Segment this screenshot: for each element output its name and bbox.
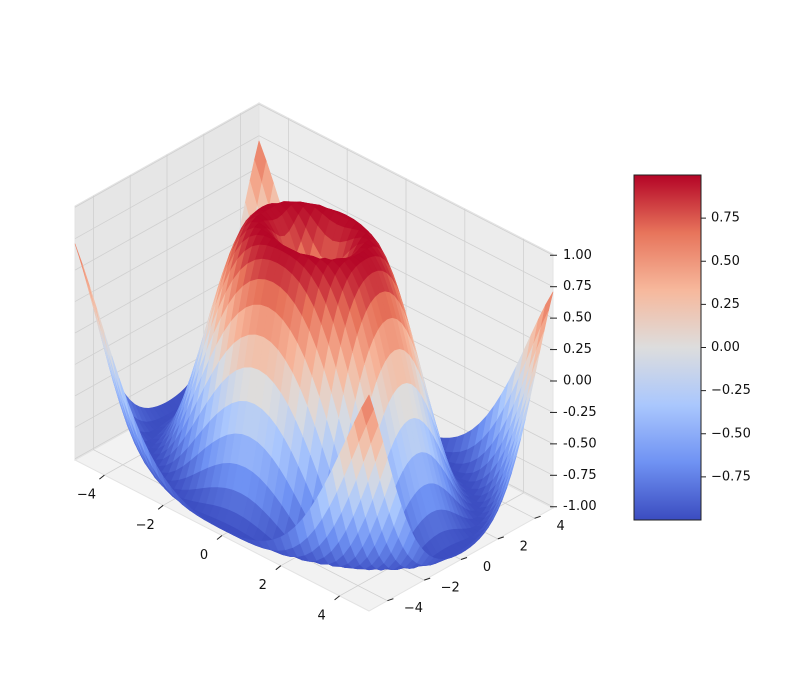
y-tick-mark xyxy=(460,557,468,560)
x-tick-mark xyxy=(99,474,105,480)
colorbar-tick-label: −0.75 xyxy=(711,469,751,484)
z-tick-label: 0.75 xyxy=(563,279,592,294)
z-tick-label: 1.00 xyxy=(563,248,592,263)
colorbar-tick-label: 0.25 xyxy=(711,297,740,312)
grid-line-left-z xyxy=(74,166,260,271)
x-tick-mark xyxy=(216,535,223,540)
x-tick-label: 4 xyxy=(317,608,325,623)
z-tick-label: -0.25 xyxy=(563,405,597,420)
y-tick-label: 0 xyxy=(483,560,491,575)
y-tick-label: 2 xyxy=(520,539,528,554)
x-tick-label: 2 xyxy=(259,578,267,593)
z-tick-label: 0.00 xyxy=(563,374,592,389)
grid-line-left-z xyxy=(74,103,260,208)
colorbar-rect xyxy=(633,174,702,521)
grid-line-left-z xyxy=(74,198,260,302)
y-tick-label: −4 xyxy=(404,601,423,616)
grid-line-back-z xyxy=(258,166,554,319)
grid-line-left-z xyxy=(74,135,260,240)
y-tick-mark xyxy=(534,515,541,519)
colorbar-tick-label: 0.00 xyxy=(711,340,740,355)
surface-facet xyxy=(361,394,374,426)
grid-line-back-z xyxy=(258,135,554,288)
z-tick-label: 0.50 xyxy=(563,311,592,326)
z-tick-label: 0.25 xyxy=(563,342,592,357)
colorbar-tick-label: −0.50 xyxy=(711,426,751,441)
z-tick-label: -0.50 xyxy=(563,436,597,451)
grid-line-back-z xyxy=(258,103,554,256)
x-tick-label: −2 xyxy=(136,518,155,533)
y-tick-label: 4 xyxy=(556,519,564,534)
y-tick-label: −2 xyxy=(441,581,460,596)
x-tick-label: −4 xyxy=(77,488,96,503)
z-tick-label: -1.00 xyxy=(563,499,597,514)
colorbar-tick-label: −0.25 xyxy=(711,383,751,398)
y-tick-mark xyxy=(387,598,394,602)
y-tick-mark xyxy=(497,536,504,540)
colorbar-tick-label: 0.50 xyxy=(711,254,740,269)
colorbar-tick-label: 0.75 xyxy=(711,211,740,226)
y-tick-mark xyxy=(424,577,431,581)
surface-mesh xyxy=(74,140,554,571)
colorbar: −0.75 −0.50 −0.25 0.00 0.25 0.50 0.75 xyxy=(633,174,751,521)
x-tick-mark xyxy=(275,565,282,571)
x-tick-mark xyxy=(334,595,340,601)
x-tick-mark xyxy=(157,504,164,510)
axes-ticks: −4 −2 0 2 4 −4 −2 0 2 4 -1.00 -0.75 -0.50 -0.25 0.00 0.… xyxy=(77,248,597,624)
z-tick-label: -0.75 xyxy=(563,468,597,483)
x-tick-label: 0 xyxy=(200,548,208,563)
grid-line-left-z xyxy=(74,229,260,334)
